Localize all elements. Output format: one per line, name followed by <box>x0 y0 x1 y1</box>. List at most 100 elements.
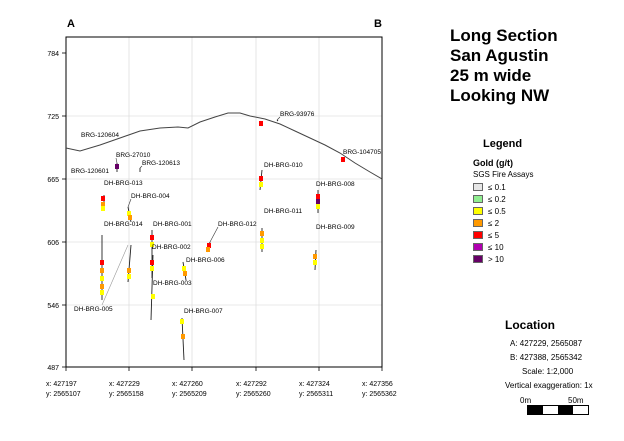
legend-item-label: ≤ 0.1 <box>488 182 506 192</box>
coordinate-tick-x-label: x: 427229 <box>109 381 140 388</box>
assay-interval <box>100 260 104 265</box>
label-leader-line <box>127 198 132 208</box>
title-line: San Agustin <box>450 46 549 65</box>
legend-item-label: ≤ 10 <box>488 242 504 252</box>
legend-swatch <box>473 195 483 203</box>
label-leader-line <box>115 157 118 164</box>
drill-hole-label: BRG-93976 <box>280 111 315 118</box>
drill-hole-label: BRG-27010 <box>116 152 151 159</box>
location-point-a: A: 427229, 2565087 <box>510 339 583 348</box>
vertical-exaggeration: Vertical exaggeration: 1x <box>505 381 593 390</box>
title-line: Long Section <box>450 26 558 45</box>
coordinate-tick-y-label: y: 2565362 <box>362 391 397 398</box>
assay-interval <box>316 194 320 199</box>
legend-swatch <box>473 243 483 251</box>
coordinate-tick-y-label: y: 2565107 <box>46 391 81 398</box>
location-title: Location <box>505 318 555 332</box>
drill-hole-label: DH-BRG-003 <box>153 280 192 287</box>
assay-interval <box>316 199 320 204</box>
assay-interval <box>127 268 131 273</box>
legend-swatch <box>473 255 483 263</box>
drill-hole-label: DH-BRG-002 <box>152 244 191 251</box>
assay-interval <box>101 206 105 211</box>
drill-hole-label: DH-BRG-013 <box>104 180 143 187</box>
assay-interval <box>259 176 263 181</box>
assay-interval <box>100 276 104 281</box>
assay-interval <box>115 164 119 169</box>
legend-item: ≤ 0.5 <box>473 205 603 217</box>
coordinate-axis: x: 427197 y: 2565107 x: 427229 y: 2565158 x:… <box>46 367 397 398</box>
drill-hole-label: BRG-120604 <box>81 132 119 139</box>
title-line: 25 m wide <box>450 66 532 85</box>
assay-interval <box>100 268 104 273</box>
legend-item: ≤ 10 <box>473 241 603 253</box>
label-leader-line <box>276 116 281 121</box>
elevation-tick-label: 606 <box>47 240 59 247</box>
scale-bar <box>527 405 589 415</box>
legend: Legend Gold (g/t) SGS Fire Assays ≤ 0.1 ≤… <box>473 138 603 265</box>
assay-interval <box>128 215 132 220</box>
assay-interval <box>182 266 186 271</box>
assay-interval <box>180 319 184 324</box>
section-end-label: B <box>374 18 382 30</box>
drill-hole-label: DH-BRG-011 <box>264 208 303 215</box>
elevation-tick-label: 546 <box>47 303 59 310</box>
legend-swatch <box>473 183 483 191</box>
assay-interval <box>260 244 264 249</box>
assay-interval <box>260 231 264 236</box>
location-point-b: B: 427388, 2565342 <box>510 353 583 362</box>
drill-hole-label: DH-BRG-007 <box>184 308 223 315</box>
legend-subtitle: Gold (g/t) <box>473 158 513 168</box>
legend-item-label: ≤ 2 <box>488 218 500 228</box>
drill-hole-label: DH-BRG-009 <box>316 224 355 231</box>
legend-assay-label: SGS Fire Assays <box>473 170 534 179</box>
assay-interval <box>207 243 211 248</box>
assay-interval <box>259 121 263 126</box>
assay-interval <box>259 182 263 187</box>
drill-traces <box>100 119 345 361</box>
assay-interval <box>206 247 210 252</box>
elevation-tick-label: 784 <box>47 51 59 58</box>
label-leader-line <box>209 226 219 243</box>
elevation-tick-label: 665 <box>47 177 59 184</box>
drill-hole-label: BRG-104705 <box>343 149 381 156</box>
assay-interval <box>260 238 264 243</box>
assay-interval <box>100 290 104 295</box>
drill-hole-trace <box>276 119 279 122</box>
drill-hole-label: DH-BRG-006 <box>186 257 225 264</box>
drill-hole-label: DH-BRG-010 <box>264 162 303 169</box>
assay-interval <box>313 254 317 259</box>
assay-interval <box>127 211 131 216</box>
legend-title: Legend <box>483 138 523 150</box>
coordinate-tick-y-label: y: 2565158 <box>109 391 144 398</box>
location-panel: Location <box>503 318 555 332</box>
drill-hole-label: DH-BRG-004 <box>131 193 170 200</box>
section-start-label: A <box>67 18 75 30</box>
assay-interval <box>316 204 320 209</box>
legend-item: ≤ 5 <box>473 229 603 241</box>
legend-item: ≤ 0.2 <box>473 193 603 205</box>
assay-interval <box>150 242 154 247</box>
assay-interval <box>181 334 185 339</box>
drill-hole-label: DH-BRG-014 <box>104 221 143 228</box>
coordinate-tick-x-label: x: 427197 <box>46 381 77 388</box>
scale-bar-end-label: 50m <box>568 396 584 405</box>
map-frame <box>65 36 383 368</box>
legend-item-label: > 10 <box>488 254 504 264</box>
map-grid <box>66 37 382 367</box>
coordinate-tick-y-label: y: 2565209 <box>172 391 207 398</box>
drill-hole-label: DH-BRG-005 <box>74 306 113 313</box>
drill-hole-label: BRG-120613 <box>142 160 180 167</box>
drill-hole-label: DH-BRG-001 <box>153 221 192 228</box>
coordinate-tick-x-label: x: 427292 <box>236 381 267 388</box>
coordinate-tick-y-label: y: 2565311 <box>299 391 333 398</box>
assay-interval <box>313 260 317 265</box>
map-title: Long Section San Agustin 25 m wide Looki… <box>450 26 558 106</box>
coordinate-tick-x-label: x: 427324 <box>299 381 330 388</box>
topography-profile <box>65 112 383 180</box>
legend-swatch <box>473 219 483 227</box>
scale-bar-start-label: 0m <box>520 396 532 405</box>
legend-swatch <box>473 231 483 239</box>
